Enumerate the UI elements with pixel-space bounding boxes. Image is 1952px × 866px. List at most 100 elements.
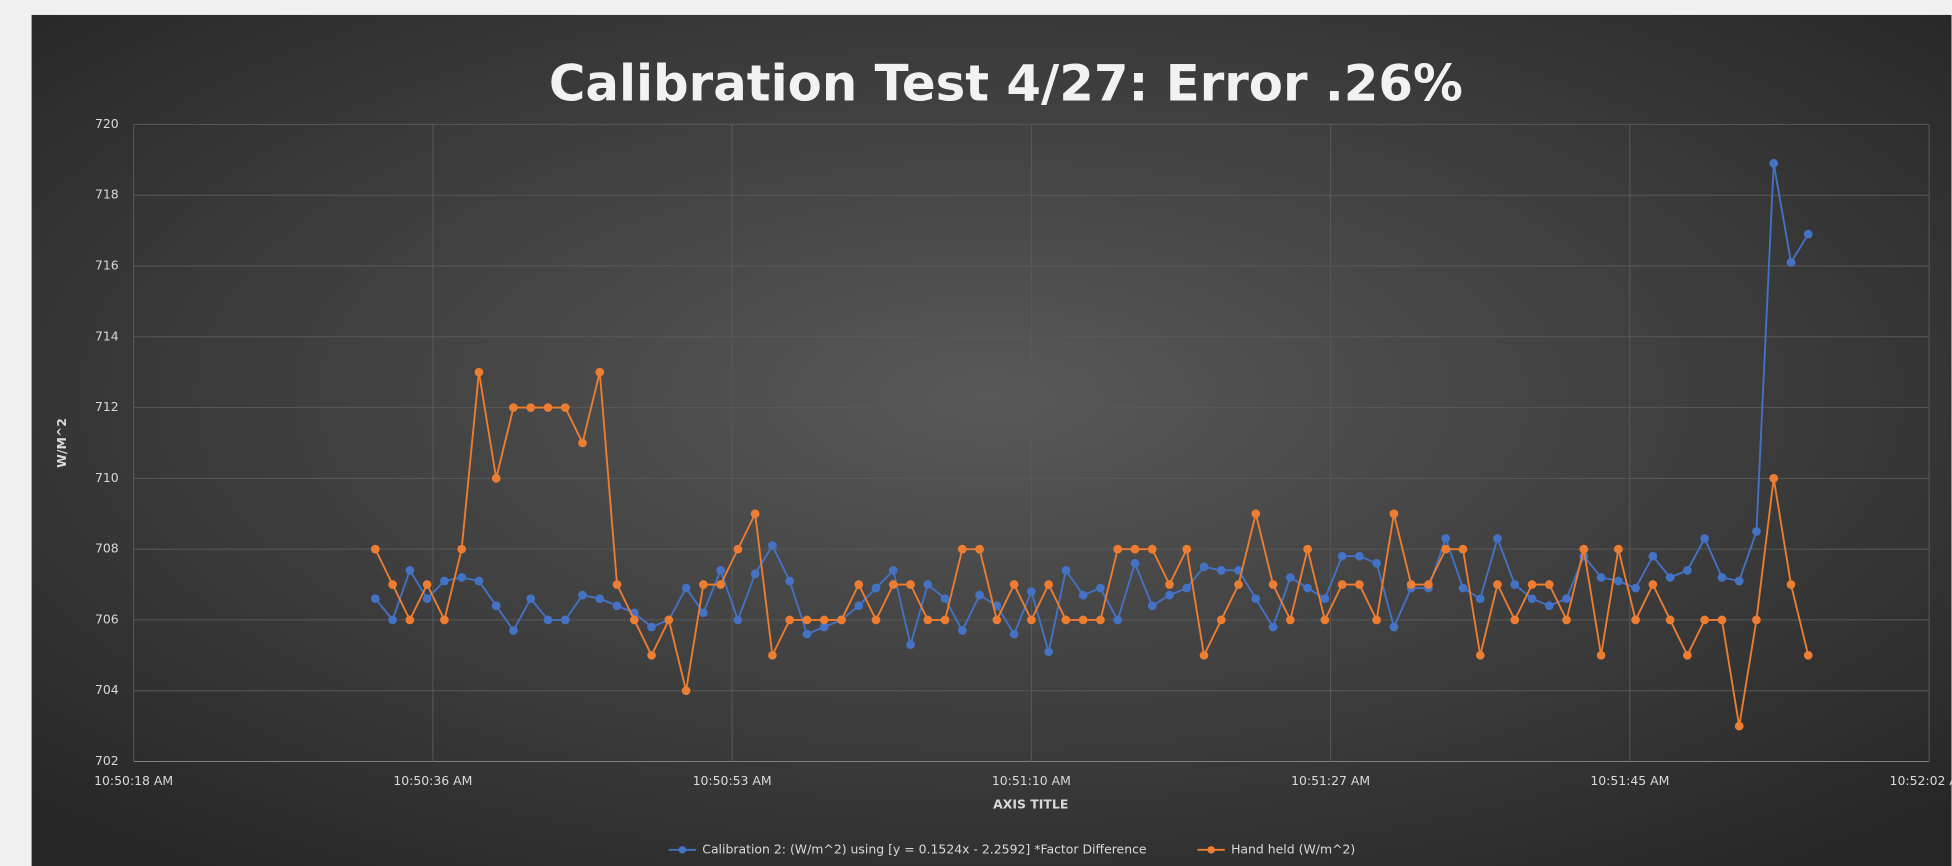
data-point bbox=[733, 615, 743, 625]
data-point bbox=[768, 650, 777, 660]
data-point bbox=[595, 594, 605, 604]
data-point bbox=[1096, 583, 1105, 593]
data-point bbox=[1717, 573, 1727, 582]
data-point bbox=[1527, 594, 1537, 604]
data-point bbox=[474, 367, 484, 377]
data-point bbox=[1544, 601, 1554, 611]
y-tick-label: 716 bbox=[95, 257, 119, 272]
data-point bbox=[1544, 580, 1554, 589]
data-point bbox=[647, 650, 656, 660]
data-point bbox=[1786, 258, 1796, 267]
y-tick-label: 710 bbox=[95, 470, 119, 485]
data-point bbox=[509, 626, 518, 635]
data-point bbox=[1734, 576, 1744, 586]
data-point bbox=[1234, 580, 1243, 589]
data-point bbox=[1803, 650, 1813, 660]
x-tick-label: 10:50:53 AM bbox=[693, 773, 772, 788]
y-tick-label: 706 bbox=[95, 611, 119, 626]
data-point bbox=[871, 583, 881, 593]
data-point bbox=[1078, 615, 1088, 625]
data-point bbox=[1441, 544, 1451, 554]
data-point bbox=[664, 615, 674, 625]
data-point bbox=[1389, 509, 1399, 519]
data-point bbox=[940, 594, 950, 604]
data-point bbox=[1458, 544, 1468, 554]
y-tick-label: 708 bbox=[95, 541, 119, 556]
data-point bbox=[491, 601, 501, 611]
data-point bbox=[1406, 580, 1416, 589]
data-point bbox=[1182, 544, 1192, 554]
data-point bbox=[681, 686, 691, 696]
data-point bbox=[1061, 566, 1071, 575]
series-line bbox=[374, 371, 1810, 727]
data-point bbox=[1113, 544, 1123, 554]
data-point bbox=[906, 580, 915, 589]
data-point bbox=[1147, 601, 1157, 611]
data-point bbox=[526, 594, 536, 604]
data-point bbox=[1717, 615, 1727, 625]
legend-label: Hand held (W/m^2) bbox=[1231, 841, 1355, 856]
data-point bbox=[1475, 650, 1485, 660]
data-point bbox=[1372, 615, 1382, 625]
data-point bbox=[1389, 622, 1399, 632]
data-point bbox=[1199, 650, 1209, 660]
data-point bbox=[509, 403, 518, 412]
data-point bbox=[975, 544, 984, 554]
data-point bbox=[1665, 573, 1675, 582]
data-point bbox=[716, 566, 725, 575]
data-point bbox=[1320, 594, 1330, 604]
data-point bbox=[1562, 594, 1571, 604]
data-point bbox=[1752, 615, 1761, 625]
data-point bbox=[1665, 615, 1675, 625]
data-point bbox=[975, 590, 984, 600]
data-point bbox=[681, 583, 691, 593]
data-point bbox=[388, 580, 397, 589]
data-point bbox=[491, 473, 501, 483]
data-point bbox=[1648, 551, 1658, 561]
data-point bbox=[595, 367, 605, 377]
y-tick-label: 720 bbox=[95, 116, 119, 131]
data-point bbox=[422, 594, 432, 604]
data-point bbox=[1648, 580, 1658, 589]
data-point bbox=[405, 615, 415, 625]
data-point bbox=[1182, 583, 1192, 593]
data-point bbox=[457, 573, 467, 582]
data-point bbox=[612, 601, 622, 611]
data-point bbox=[1113, 615, 1123, 625]
data-point bbox=[1216, 566, 1226, 575]
data-point bbox=[560, 403, 570, 412]
data-point bbox=[992, 615, 1002, 625]
data-point bbox=[1683, 650, 1692, 660]
y-tick-label: 702 bbox=[95, 753, 119, 768]
data-point bbox=[1061, 615, 1071, 625]
data-point bbox=[1285, 573, 1295, 582]
data-point bbox=[1268, 580, 1278, 589]
data-point bbox=[629, 615, 639, 625]
data-point bbox=[612, 580, 622, 589]
data-point bbox=[1752, 527, 1761, 536]
y-tick-label: 718 bbox=[95, 187, 119, 202]
data-point bbox=[698, 608, 708, 618]
data-point bbox=[1493, 580, 1502, 589]
data-point bbox=[888, 580, 898, 589]
data-point bbox=[1130, 558, 1140, 568]
data-point bbox=[923, 580, 933, 589]
data-point bbox=[1527, 580, 1537, 589]
data-point bbox=[1268, 622, 1278, 632]
data-point bbox=[819, 622, 829, 632]
data-point bbox=[802, 615, 812, 625]
x-tick-label: 10:51:45 AM bbox=[1590, 773, 1669, 788]
data-point bbox=[854, 580, 864, 589]
data-point bbox=[440, 615, 449, 625]
data-point bbox=[802, 629, 812, 639]
data-point bbox=[474, 576, 484, 586]
data-point bbox=[1303, 544, 1312, 554]
chart-background bbox=[31, 14, 1952, 866]
data-point bbox=[957, 626, 967, 635]
data-point bbox=[1303, 583, 1312, 593]
data-point bbox=[1251, 594, 1261, 604]
data-point bbox=[1251, 509, 1261, 519]
data-point bbox=[1337, 580, 1347, 589]
data-point bbox=[1044, 647, 1053, 657]
data-point bbox=[526, 403, 536, 412]
